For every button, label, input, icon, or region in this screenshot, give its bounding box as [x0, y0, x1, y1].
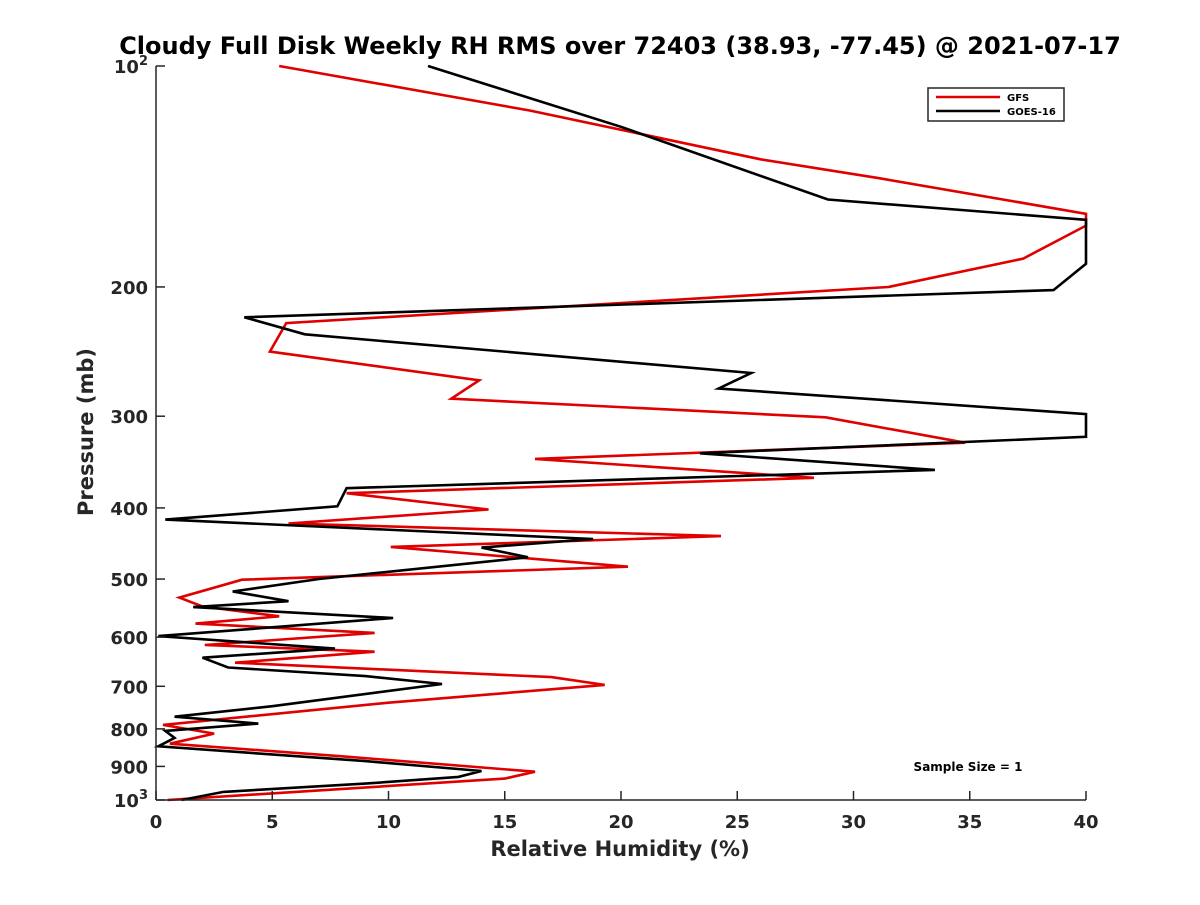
y-tick-label: 400 [110, 499, 148, 520]
x-tick-label: 10 [376, 812, 401, 833]
x-tick-label: 15 [492, 812, 517, 833]
series-line-gfs [162, 64, 1088, 802]
y-tick-label: 102 [114, 54, 148, 78]
x-tick-label: 40 [1073, 812, 1098, 833]
y-tick-label: 500 [110, 570, 148, 591]
y-tick-label: 200 [110, 278, 148, 299]
x-tick-label: 20 [608, 812, 633, 833]
y-tick-label: 700 [110, 677, 148, 698]
legend-label-goes-16: GOES-16 [1007, 107, 1056, 118]
x-tick-label: 30 [841, 812, 866, 833]
y-tick-label: 900 [110, 757, 148, 778]
y-tick-label: 800 [110, 720, 148, 741]
sample-size-annotation: Sample Size = 1 [914, 760, 1023, 774]
series-layer [153, 64, 1088, 802]
x-axis-label: Relative Humidity (%) [490, 837, 749, 861]
legend-box [927, 87, 1065, 122]
legend-label-gfs: GFS [1007, 93, 1029, 104]
x-tick-label: 25 [725, 812, 750, 833]
y-tick-label: 103 [114, 788, 148, 812]
x-tick-label: 5 [266, 812, 279, 833]
legend: GFS GOES-16 [927, 87, 1065, 122]
y-tick-label: 300 [110, 407, 148, 428]
series-line-goes-16 [153, 64, 1088, 802]
y-tick-label: 600 [110, 628, 148, 649]
axes-layer: 0 5 10 15 20 25 30 35 40 102 200 300 400 500 600 700 800… [110, 54, 1098, 833]
chart-title: Cloudy Full Disk Weekly RH RMS over 7240… [119, 32, 1121, 60]
x-tick-label: 35 [957, 812, 982, 833]
x-tick-label: 0 [150, 812, 163, 833]
y-axis-label: Pressure (mb) [74, 348, 98, 516]
